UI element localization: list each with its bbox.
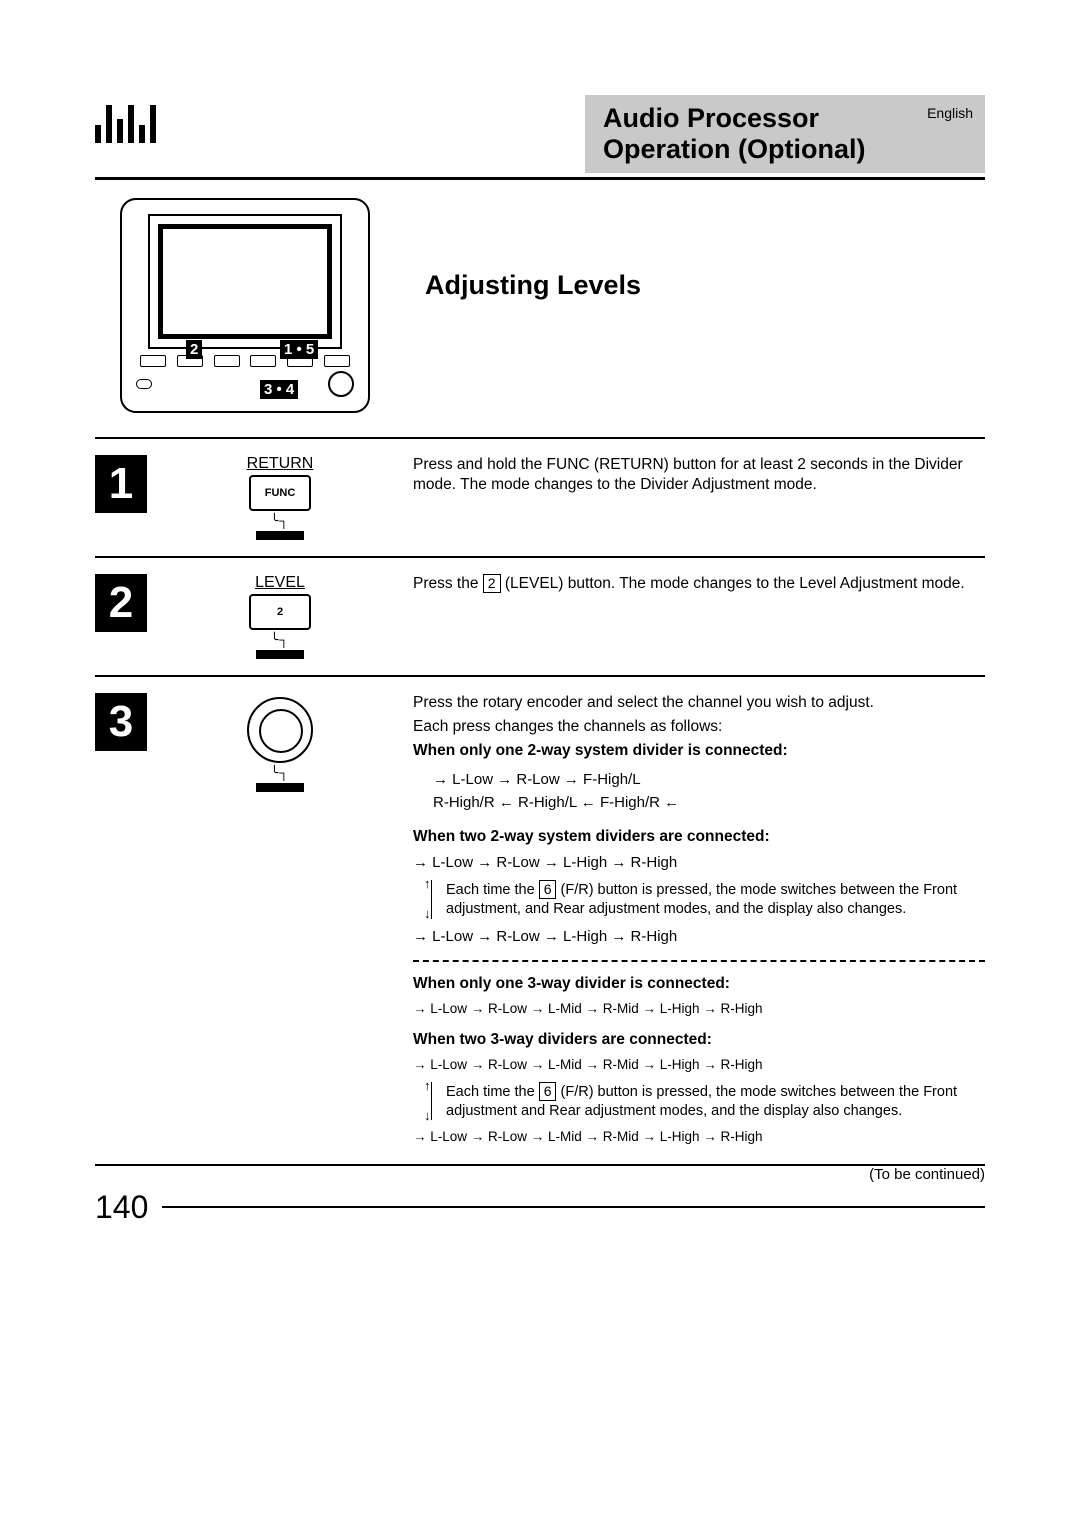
equalizer-icon	[95, 95, 156, 143]
dashed-divider	[413, 960, 985, 962]
fr-note-3way: Each time the 6 (F/R) button is pressed,…	[431, 1082, 985, 1121]
page-number: 140	[95, 1189, 148, 1226]
key-2-inline: 2	[483, 574, 501, 593]
footer-rule	[162, 1206, 985, 1208]
press-indicator	[256, 531, 304, 540]
step-number-2: 2	[95, 574, 147, 632]
func-button: FUNC	[249, 475, 311, 511]
key-6-inline: 6	[539, 1082, 557, 1101]
header-divider	[95, 177, 985, 180]
step-number-1: 1	[95, 455, 147, 513]
button-2: 2	[249, 594, 311, 630]
step-1-text: Press and hold the FUNC (RETURN) button …	[413, 455, 985, 495]
fr-note-2way: Each time the 6 (F/R) button is pressed,…	[431, 880, 985, 919]
device-illustration: 2 1 • 5 3 • 4	[120, 198, 370, 413]
return-label: RETURN	[247, 455, 314, 473]
rotary-encoder-icon	[247, 697, 313, 763]
step-2-text: Press the 2 (LEVEL) button. The mode cha…	[413, 574, 985, 594]
callout-1-5: 1 • 5	[280, 340, 318, 359]
section-title: Adjusting Levels	[425, 270, 985, 301]
key-6-inline: 6	[539, 880, 557, 899]
hand-icon: ╰┐	[270, 513, 289, 529]
step-number-3: 3	[95, 693, 147, 751]
continued-label: (To be continued)	[95, 1166, 985, 1183]
hand-icon: ╰┐	[270, 632, 289, 648]
title-line-2: Operation (Optional)	[603, 134, 866, 164]
language-label: English	[927, 105, 973, 121]
step-3-text: Press the rotary encoder and select the …	[413, 693, 985, 1148]
press-indicator	[256, 650, 304, 659]
title-line-1: Audio Processor	[603, 103, 819, 133]
callout-3-4: 3 • 4	[260, 380, 298, 399]
press-indicator	[256, 783, 304, 792]
level-label: LEVEL	[255, 574, 305, 592]
hand-icon: ╰┐	[270, 765, 289, 781]
section-header: English Audio Processor Operation (Optio…	[585, 95, 985, 173]
callout-2: 2	[186, 340, 202, 359]
